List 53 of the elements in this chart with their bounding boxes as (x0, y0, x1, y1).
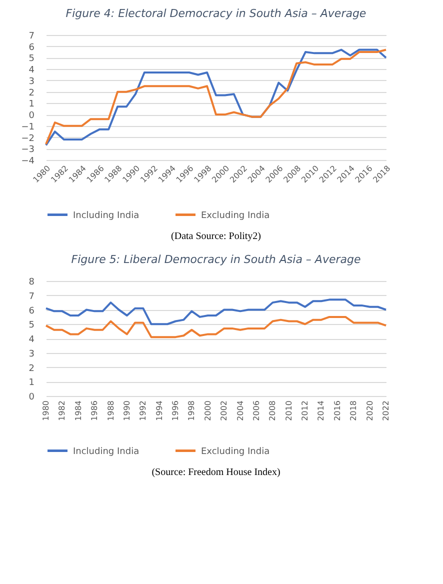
chart-title: Figure 4: Electoral Democracy in South Asia – Average (66, 7, 366, 20)
chart-title: Figure 5: Liberal Democracy in South Asia – Average (71, 253, 361, 266)
x-tick-label: 2010 (284, 400, 294, 421)
y-tick-label: 2 (28, 88, 34, 98)
x-tick-label: 1998 (187, 400, 196, 421)
y-tick-label: −1 (21, 122, 34, 132)
x-tick-label: 2012 (300, 400, 310, 421)
text: (Source: Freedom House Index) (152, 467, 280, 478)
y-tick-label: 6 (28, 42, 35, 53)
y-tick-label: 4 (28, 66, 35, 76)
y-tick-label: 3 (28, 76, 34, 87)
legend-label: Including India (73, 210, 140, 221)
x-tick-label: 2006 (252, 400, 261, 421)
y-tick-label: −4 (21, 156, 35, 166)
text: (Data Source: Polity2) (171, 231, 261, 242)
y-tick-label: 3 (28, 349, 34, 360)
y-tick-label: 6 (28, 306, 35, 316)
y-tick-label: 1 (28, 100, 34, 110)
x-tick-label: 1994 (154, 400, 164, 421)
line-series (45, 316, 387, 338)
y-tick-label: 2 (28, 364, 34, 374)
x-tick-label: 2004 (236, 400, 245, 421)
y-tick-label: 1 (28, 378, 34, 388)
x-tick-label: 1996 (171, 400, 180, 421)
legend-label: Excluding India (201, 210, 270, 221)
x-tick-label: 2014 (316, 400, 326, 421)
y-tick-label: 7 (28, 32, 34, 42)
y-tick-label: 7 (28, 292, 34, 302)
x-tick-label: 1992 (138, 400, 148, 421)
x-tick-label: 1984 (74, 400, 83, 421)
x-tick-label: 2022 (382, 400, 390, 421)
x-tick-label: 2002 (220, 400, 229, 421)
y-tick-label: 5 (28, 54, 34, 64)
legend-label: Including India (73, 446, 140, 457)
y-tick-label: 8 (28, 278, 35, 288)
y-tick-label: 0 (28, 392, 35, 402)
legend-label: Excluding India (201, 446, 270, 457)
x-tick-label: 2008 (268, 400, 278, 421)
x-tick-label: 2000 (203, 400, 212, 421)
line-series (45, 298, 387, 326)
x-tick-label: 1980 (42, 400, 50, 421)
y-tick-label: 0 (28, 111, 35, 122)
y-tick-label: 4 (28, 335, 35, 345)
y-tick-label: 5 (28, 320, 34, 331)
x-tick-label: 2018 (349, 400, 358, 421)
x-tick-label: 1990 (122, 400, 132, 421)
x-tick-label: 2020 (365, 400, 374, 421)
x-tick-label: 1988 (106, 400, 116, 421)
x-tick-label: 2016 (332, 400, 342, 421)
x-tick-label: 1982 (58, 400, 67, 421)
x-tick-label: 1986 (90, 400, 100, 421)
y-tick-label: −3 (21, 145, 34, 156)
y-tick-label: −2 (21, 134, 34, 144)
